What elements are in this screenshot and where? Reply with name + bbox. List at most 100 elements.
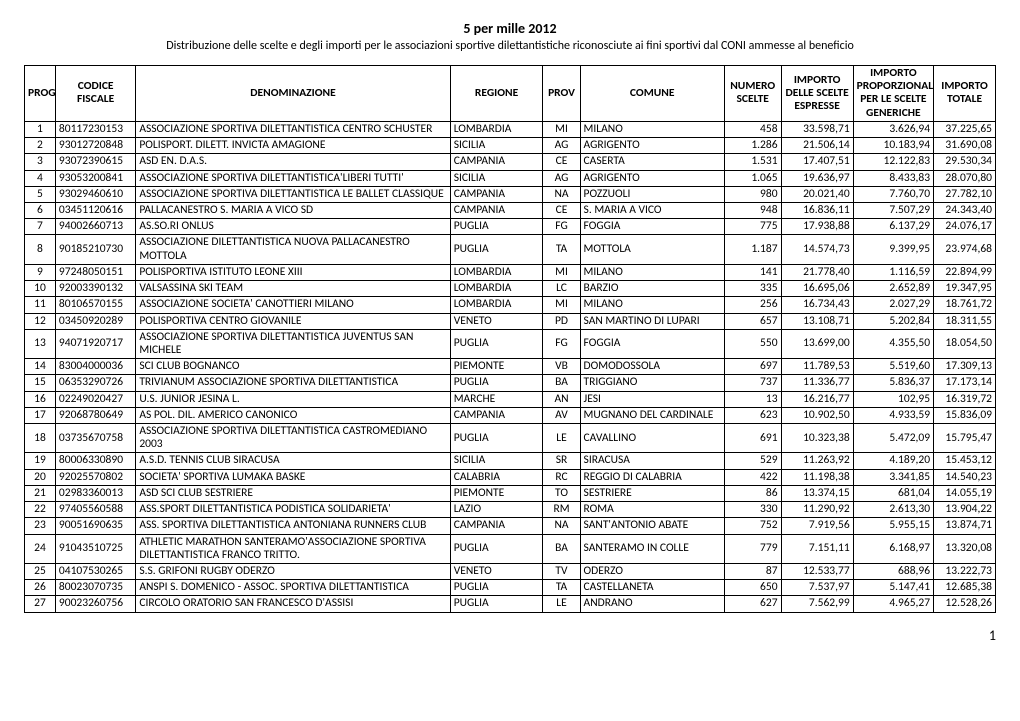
cell-imp2: 12.122,83 (853, 154, 933, 170)
cell-imp1: 14.574,73 (781, 235, 853, 264)
cell-imp3: 15.836,09 (934, 407, 996, 423)
cell-imp3: 24.343,40 (934, 202, 996, 218)
cell-com: FOGGIA (580, 329, 724, 358)
cell-den: ASS. SPORTIVA DILETTANTISTICA ANTONIANA … (136, 518, 450, 534)
cell-cf: 90023260756 (55, 596, 135, 612)
cell-reg: SICILIA (450, 138, 543, 154)
col-numero-scelte: NUMERO SCELTE (724, 66, 781, 122)
cell-num: 691 (724, 424, 781, 453)
table-row: 1394071920717ASSOCIAZIONE SPORTIVA DILET… (25, 329, 996, 358)
col-comune: COMUNE (580, 66, 724, 122)
cell-den: PALLACANESTRO S. MARIA A VICO SD (136, 202, 450, 218)
cell-com: MUGNANO DEL CARDINALE (580, 407, 724, 423)
cell-imp3: 13.874,71 (934, 518, 996, 534)
table-row: 2390051690635ASS. SPORTIVA DILETTANTISTI… (25, 518, 996, 534)
table-row: 2790023260756CIRCOLO ORATORIO SAN FRANCE… (25, 596, 996, 612)
cell-prog: 27 (25, 596, 56, 612)
cell-prog: 24 (25, 534, 56, 563)
cell-cf: 94002660713 (55, 219, 135, 235)
table-row: 890185210730ASSOCIAZIONE DILETTANTISTICA… (25, 235, 996, 264)
table-row: 593029460610ASSOCIAZIONE SPORTIVA DILETT… (25, 186, 996, 202)
cell-cf: 91043510725 (55, 534, 135, 563)
cell-com: BARZIO (580, 281, 724, 297)
cell-imp1: 19.636,97 (781, 170, 853, 186)
cell-imp2: 102,95 (853, 391, 933, 407)
cell-reg: CAMPANIA (450, 202, 543, 218)
cell-cf: 80117230153 (55, 121, 135, 137)
cell-cf: 90185210730 (55, 235, 135, 264)
table-row: 1980006330890A.S.D. TENNIS CLUB SIRACUSA… (25, 453, 996, 469)
cell-num: 697 (724, 359, 781, 375)
cell-imp2: 5.955,15 (853, 518, 933, 534)
cell-prog: 5 (25, 186, 56, 202)
cell-den: AS.SO.RI ONLUS (136, 219, 450, 235)
table-row: 997248050151POLISPORTIVA ISTITUTO LEONE … (25, 264, 996, 280)
cell-imp1: 7.562,99 (781, 596, 853, 612)
cell-num: 458 (724, 121, 781, 137)
cell-cf: 03450920289 (55, 313, 135, 329)
cell-den: POLISPORTIVA CENTRO GIOVANILE (136, 313, 450, 329)
cell-cf: 92068780649 (55, 407, 135, 423)
cell-prov: TA (543, 235, 580, 264)
table-row: 2680023070735ANSPI S. DOMENICO - ASSOC. … (25, 580, 996, 596)
cell-num: 752 (724, 518, 781, 534)
cell-imp1: 16.836,11 (781, 202, 853, 218)
cell-imp3: 15.795,47 (934, 424, 996, 453)
cell-com: FOGGIA (580, 219, 724, 235)
cell-reg: VENETO (450, 313, 543, 329)
cell-com: TRIGGIANO (580, 375, 724, 391)
table-row: 1203450920289POLISPORTIVA CENTRO GIOVANI… (25, 313, 996, 329)
cell-num: 1.531 (724, 154, 781, 170)
cell-den: ASSOCIAZIONE SPORTIVA DILETTANTISTICA'LI… (136, 170, 450, 186)
cell-reg: PUGLIA (450, 235, 543, 264)
table-row: 794002660713AS.SO.RI ONLUSPUGLIAFGFOGGIA… (25, 219, 996, 235)
cell-imp1: 11.789,53 (781, 359, 853, 375)
col-importo-scelte: IMPORTO DELLE SCELTE ESPRESSE (781, 66, 853, 122)
table-row: 1602249020427U.S. JUNIOR JESINA L.MARCHE… (25, 391, 996, 407)
cell-imp2: 5.202,84 (853, 313, 933, 329)
cell-imp3: 18.311,55 (934, 313, 996, 329)
table-row: 1803735670758ASSOCIAZIONE SPORTIVA DILET… (25, 424, 996, 453)
cell-com: AGRIGENTO (580, 138, 724, 154)
cell-cf: 03735670758 (55, 424, 135, 453)
cell-prog: 14 (25, 359, 56, 375)
cell-num: 1.065 (724, 170, 781, 186)
cell-num: 737 (724, 375, 781, 391)
cell-prog: 1 (25, 121, 56, 137)
cell-prov: CE (543, 154, 580, 170)
cell-cf: 83004000036 (55, 359, 135, 375)
cell-com: MILANO (580, 121, 724, 137)
cell-num: 775 (724, 219, 781, 235)
cell-num: 657 (724, 313, 781, 329)
cell-imp2: 2.613,30 (853, 502, 933, 518)
cell-imp2: 4.189,20 (853, 453, 933, 469)
cell-imp3: 17.309,13 (934, 359, 996, 375)
cell-imp1: 33.598,71 (781, 121, 853, 137)
cell-cf: 93072390615 (55, 154, 135, 170)
cell-prog: 15 (25, 375, 56, 391)
cell-prov: TA (543, 580, 580, 596)
cell-imp2: 5.472,09 (853, 424, 933, 453)
cell-imp1: 13.699,00 (781, 329, 853, 358)
table-row: 180117230153ASSOCIAZIONE SPORTIVA DILETT… (25, 121, 996, 137)
col-regione: REGIONE (450, 66, 543, 122)
cell-com: REGGIO DI CALABRIA (580, 469, 724, 485)
cell-imp1: 20.021,40 (781, 186, 853, 202)
cell-den: AS POL. DIL. AMERICO CANONICO (136, 407, 450, 423)
cell-num: 980 (724, 186, 781, 202)
cell-com: CASTELLANETA (580, 580, 724, 596)
cell-cf: 80106570155 (55, 297, 135, 313)
col-prov: PROV (543, 66, 580, 122)
cell-num: 623 (724, 407, 781, 423)
cell-prov: AV (543, 407, 580, 423)
table-row: 2491043510725ATHLETIC MARATHON SANTERAMO… (25, 534, 996, 563)
cell-num: 330 (724, 502, 781, 518)
table-row: 493053200841ASSOCIAZIONE SPORTIVA DILETT… (25, 170, 996, 186)
cell-den: ASSOCIAZIONE SOCIETA' CANOTTIERI MILANO (136, 297, 450, 313)
cell-imp1: 11.290,92 (781, 502, 853, 518)
cell-imp2: 4.965,27 (853, 596, 933, 612)
cell-com: MILANO (580, 297, 724, 313)
cell-prog: 26 (25, 580, 56, 596)
cell-imp1: 13.374,15 (781, 485, 853, 501)
cell-cf: 93029460610 (55, 186, 135, 202)
